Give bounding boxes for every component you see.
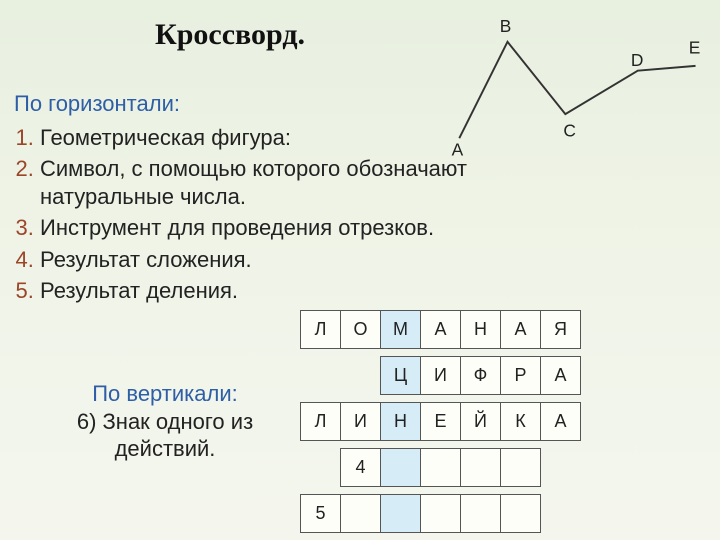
grid-cell: 5 [301,495,341,533]
page-title: Кроссворд. [0,18,460,52]
grid-row-gap [301,487,581,495]
grid-gap-cell [381,441,421,449]
grid-cell [381,449,421,487]
label-c: C [563,120,576,140]
grid-gap-cell [301,349,341,357]
grid-gap-cell [541,395,581,403]
grid-gap-cell [301,395,341,403]
grid-gap-cell [421,395,461,403]
grid-gap-cell [301,487,341,495]
grid-cell: Р [501,357,541,395]
grid-row: 4 [301,449,581,487]
label-e: E [689,37,701,57]
grid-cell [421,449,461,487]
clue-h-5: Результат деления. [40,277,590,305]
grid-cell: Я [541,311,581,349]
grid-cell [341,495,381,533]
grid-cell: Л [301,311,341,349]
grid-cell [501,449,541,487]
grid-cell [501,495,541,533]
grid-row: ЛИНЕЙКА [301,403,581,441]
vertical-clues: По вертикали: 6) Знак одного из действий… [50,380,280,463]
grid-row: ЛОМАНАЯ [301,311,581,349]
grid-gap-cell [461,487,501,495]
vertical-heading: По вертикали: [50,380,280,408]
grid-cell: Л [301,403,341,441]
grid-cell: М [381,311,421,349]
grid-gap-cell [501,487,541,495]
grid-cell [421,495,461,533]
label-a: A [452,140,464,160]
grid-gap-cell [501,441,541,449]
grid-row: ЦИФРА [301,357,581,395]
grid-cell: И [341,403,381,441]
grid-gap-cell [541,487,581,495]
polyline-path [459,42,695,138]
grid-blank [541,449,581,487]
grid-blank [301,449,341,487]
clue-h-3: Инструмент для проведения отрезков. [40,214,590,242]
clue-v-6: 6) Знак одного из действий. [50,408,280,463]
grid-gap-cell [541,349,581,357]
grid-gap-cell [341,441,381,449]
grid-gap-cell [421,487,461,495]
grid-cell: А [421,311,461,349]
grid-row-gap [301,441,581,449]
clue-h-4: Результат сложения. [40,246,590,274]
grid-gap-cell [541,441,581,449]
grid-cell: Е [421,403,461,441]
grid-row-gap [301,395,581,403]
grid-gap-cell [381,395,421,403]
grid-gap-cell [461,441,501,449]
label-b: B [500,16,512,36]
grid-cell: И [421,357,461,395]
grid-gap-cell [461,395,501,403]
grid-cell: А [501,311,541,349]
crossword-grid-wrap: ЛОМАНАЯЦИФРАЛИНЕЙКА45 [300,310,581,533]
grid-row-gap [301,349,581,357]
grid-gap-cell [341,395,381,403]
grid-cell: О [341,311,381,349]
grid-cell: К [501,403,541,441]
crossword-grid: ЛОМАНАЯЦИФРАЛИНЕЙКА45 [300,310,581,533]
grid-cell: Ц [381,357,421,395]
label-d: D [631,50,644,70]
grid-cell: Ф [461,357,501,395]
grid-gap-cell [341,349,381,357]
grid-gap-cell [501,349,541,357]
grid-cell [461,495,501,533]
grid-gap-cell [381,349,421,357]
grid-gap-cell [421,349,461,357]
grid-row: 5 [301,495,581,533]
polyline-svg: A B C D E [440,10,710,170]
grid-cell: Й [461,403,501,441]
grid-blank [541,495,581,533]
grid-gap-cell [421,441,461,449]
grid-blank [301,357,341,395]
grid-gap-cell [301,441,341,449]
grid-gap-cell [461,349,501,357]
grid-cell: Н [381,403,421,441]
grid-gap-cell [501,395,541,403]
grid-gap-cell [381,487,421,495]
grid-cell [381,495,421,533]
grid-cell: 4 [341,449,381,487]
grid-blank [341,357,381,395]
grid-cell [461,449,501,487]
grid-gap-cell [341,487,381,495]
grid-cell: Н [461,311,501,349]
grid-cell: А [541,403,581,441]
grid-cell: А [541,357,581,395]
polyline-diagram: A B C D E [440,10,710,170]
